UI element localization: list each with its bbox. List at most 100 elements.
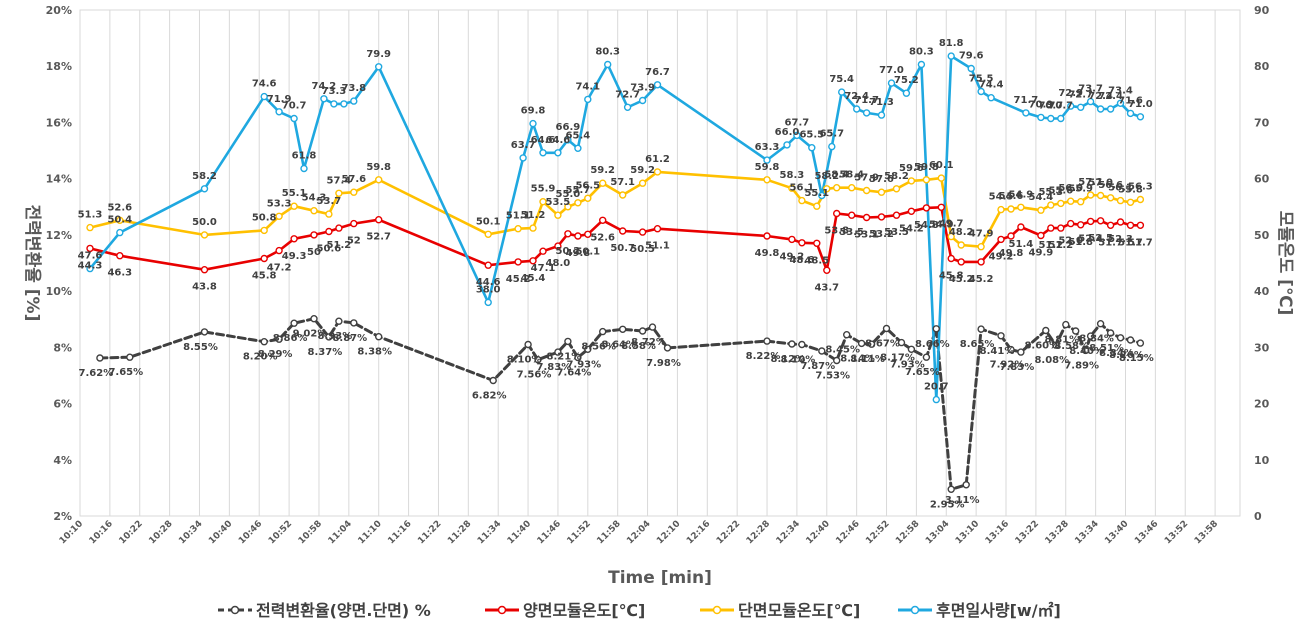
series-point-0 [1071,327,1080,335]
series-point-2 [564,203,572,211]
data-label: 75.4 [829,74,854,85]
data-label: 74.6 [252,79,277,90]
x-tick-label: 10:16 [88,519,115,546]
x-tick-label: 13:52 [1163,519,1190,546]
data-label: 8.93% [318,331,353,342]
series-point-3 [1086,97,1095,106]
series-point-0 [1081,346,1090,355]
series-point-2 [877,188,886,196]
left-y-tick-label: 20% [46,4,72,17]
series-point-2 [375,176,383,184]
data-label: 45.2 [506,274,531,285]
data-label: 72.4 [844,91,869,102]
series-point-0 [907,345,916,353]
data-label: 47.9 [969,229,994,240]
data-label: 59.2 [590,165,615,176]
data-label: 51.1 [645,241,670,252]
data-label: 8.66% [915,339,950,350]
series-point-0 [574,353,582,362]
series-point-0 [350,319,358,327]
data-label: 52.0 [1058,236,1083,247]
data-label: 51.2 [521,210,546,221]
data-label: 7.65% [905,367,940,378]
data-label: 44.6 [476,277,501,288]
data-label: 58.4 [839,170,864,181]
series-point-2 [957,241,965,249]
data-label: 52.7 [366,232,391,243]
data-label: 51.7 [1128,237,1153,248]
data-label: 66.0 [775,127,800,138]
x-tick-label: 11:40 [506,519,533,546]
data-label: 8.08% [1034,355,1069,366]
series-point-0 [599,327,607,336]
series-point-0 [1116,334,1125,342]
series-point-3 [853,105,861,113]
data-label: 49.8 [999,248,1024,259]
data-label: 70.7 [1038,101,1063,112]
series-point-1 [539,247,547,255]
legend-label: 양면모듈온도[℃] [523,601,645,620]
series-point-0 [857,339,866,348]
series-point-2 [1116,196,1125,205]
data-label: 49.3 [282,251,307,262]
x-tick-label: 12:46 [834,519,861,546]
data-label: 7.93% [890,359,925,370]
series-point-3 [539,149,547,157]
right-y-axis-title: 모듈온도 [℃] [1275,211,1295,316]
series-point-3 [200,185,209,193]
x-tick-label: 12:04 [625,519,652,546]
series-point-0 [1052,341,1060,349]
series-point-3 [116,228,124,237]
series-point-1 [1037,231,1045,240]
series-point-3 [1066,102,1075,110]
data-label: 8.12% [771,354,806,365]
data-label: 45.8 [939,271,964,282]
data-label: 8.10% [781,355,816,366]
series-point-1 [1096,217,1105,225]
data-label: 8.37% [308,347,343,358]
series-point-0 [96,354,104,362]
data-label: 57.1 [610,177,635,188]
series-point-2 [977,242,985,251]
data-label: 65.4 [566,130,591,141]
data-label: 72.7 [1068,89,1093,100]
data-label: 7.53% [815,371,850,382]
series-point-3 [828,142,836,151]
series-point-0 [833,356,841,365]
data-label: 59.6 [899,163,924,174]
data-label: 80.3 [595,47,620,58]
data-label: 49.9 [1029,248,1054,259]
left-y-tick-label: 4% [53,454,72,467]
x-tick-label: 13:34 [1073,519,1100,546]
series-point-3 [1126,109,1135,118]
series-point-1 [1086,217,1095,226]
x-tick-label: 13:16 [984,519,1011,546]
x-tick-label: 10:28 [147,519,174,546]
series-point-3 [554,149,562,157]
data-label: 50.0 [192,217,217,228]
series-point-1 [529,257,537,265]
right-y-tick-label: 0 [1254,510,1262,523]
x-tick-label: 13:28 [1044,519,1071,546]
data-label: 72.7 [615,89,640,100]
series-point-2 [1126,198,1135,207]
x-tick-label: 11:58 [595,519,622,546]
axis-titles: Time [min] 전력변환율 [%] 모듈온도 [℃] [22,205,1295,588]
data-label: 50.5 [630,244,655,255]
data-label: 53.1 [854,230,879,241]
right-y-tick-label: 50 [1254,229,1270,242]
data-label: 73.8 [341,83,366,94]
data-label: 9.02% [293,329,328,340]
data-label: 81.8 [939,38,964,49]
data-label: 43.8 [192,282,217,293]
series-point-2 [584,194,592,203]
series-point-2 [798,196,806,205]
series-point-2 [1096,191,1105,200]
series-point-0 [882,324,891,333]
data-label: 55.0 [556,189,581,200]
series-point-3 [1057,114,1065,123]
series-point-3 [887,79,896,87]
data-label: 49.8 [755,248,780,259]
data-label: 8.86% [273,333,308,344]
data-label: 58.3 [780,170,805,181]
